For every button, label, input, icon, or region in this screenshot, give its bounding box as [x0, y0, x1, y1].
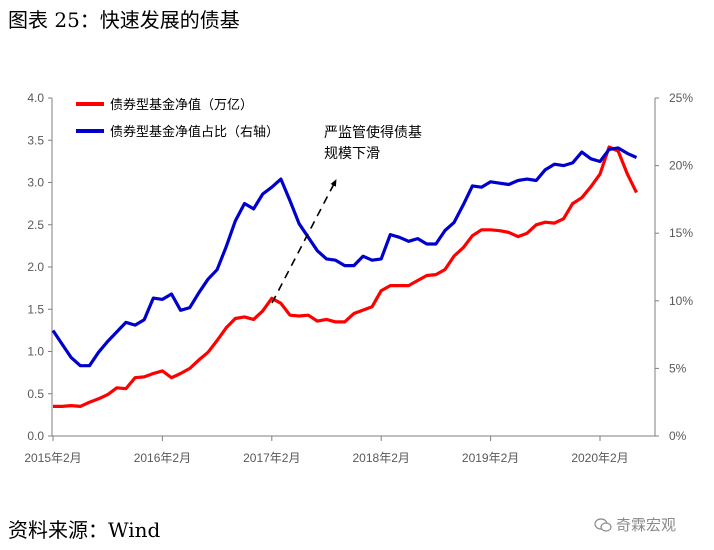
- figure-title: 图表 25：快速发展的债基: [8, 8, 240, 32]
- y-right-tick-label: 10%: [669, 294, 693, 308]
- annotation-line-1: 严监管使得债基: [324, 124, 422, 141]
- source-note: 资料来源：Wind: [8, 518, 161, 542]
- watermark-text: 奇霖宏观: [616, 516, 677, 534]
- axes: 0.0 0.5 1.0 1.5 2.0 2.5 3.0 3.5 4.0 0% 5% 10% 15% 20%…: [24, 91, 693, 465]
- plot-area: [51, 145, 638, 408]
- series-line-nav: [53, 145, 638, 408]
- x-tick-label: 2017年2月: [243, 451, 300, 465]
- y-left-tick-label: 1.0: [27, 345, 44, 359]
- x-tick-label: 2018年2月: [353, 451, 410, 465]
- y-left-tick-label: 3.0: [27, 176, 44, 190]
- wechat-icon: [594, 517, 612, 532]
- x-tick-label: 2019年2月: [462, 451, 519, 465]
- x-tick-label: 2015年2月: [24, 451, 81, 465]
- y-left-tick-label: 2.0: [27, 260, 44, 274]
- series-line-share: [51, 146, 638, 368]
- y-left-tick-label: 2.5: [27, 218, 44, 232]
- y-left-tick-label: 4.0: [27, 91, 44, 105]
- y-right-tick-label: 5%: [669, 361, 687, 375]
- annotation-arrow: [271, 179, 337, 304]
- watermark: 奇霖宏观: [594, 514, 676, 535]
- annotation: 严监管使得债基 规模下滑: [271, 124, 422, 304]
- legend-label-nav: 债券型基金净值（万亿）: [110, 97, 253, 113]
- x-tick-label: 2016年2月: [134, 451, 191, 465]
- legend: 债券型基金净值（万亿） 债券型基金净值占比（右轴）: [76, 97, 279, 140]
- y-right-tick-label: 20%: [669, 159, 693, 173]
- y-left-tick-label: 3.5: [27, 133, 44, 147]
- y-left-tick-label: 0.5: [27, 387, 44, 401]
- y-right-tick-label: 15%: [669, 226, 693, 240]
- x-tick-label: 2020年2月: [571, 451, 628, 465]
- annotation-line-2: 规模下滑: [324, 145, 380, 162]
- chart: 0.0 0.5 1.0 1.5 2.0 2.5 3.0 3.5 4.0 0% 5% 10% 15% 20%…: [24, 91, 693, 465]
- legend-label-share: 债券型基金净值占比（右轴）: [110, 124, 279, 140]
- y-left-tick-label: 0.0: [27, 429, 44, 443]
- y-right-tick-label: 25%: [669, 91, 693, 105]
- y-right-tick-label: 0%: [669, 429, 687, 443]
- y-left-tick-label: 1.5: [27, 302, 44, 316]
